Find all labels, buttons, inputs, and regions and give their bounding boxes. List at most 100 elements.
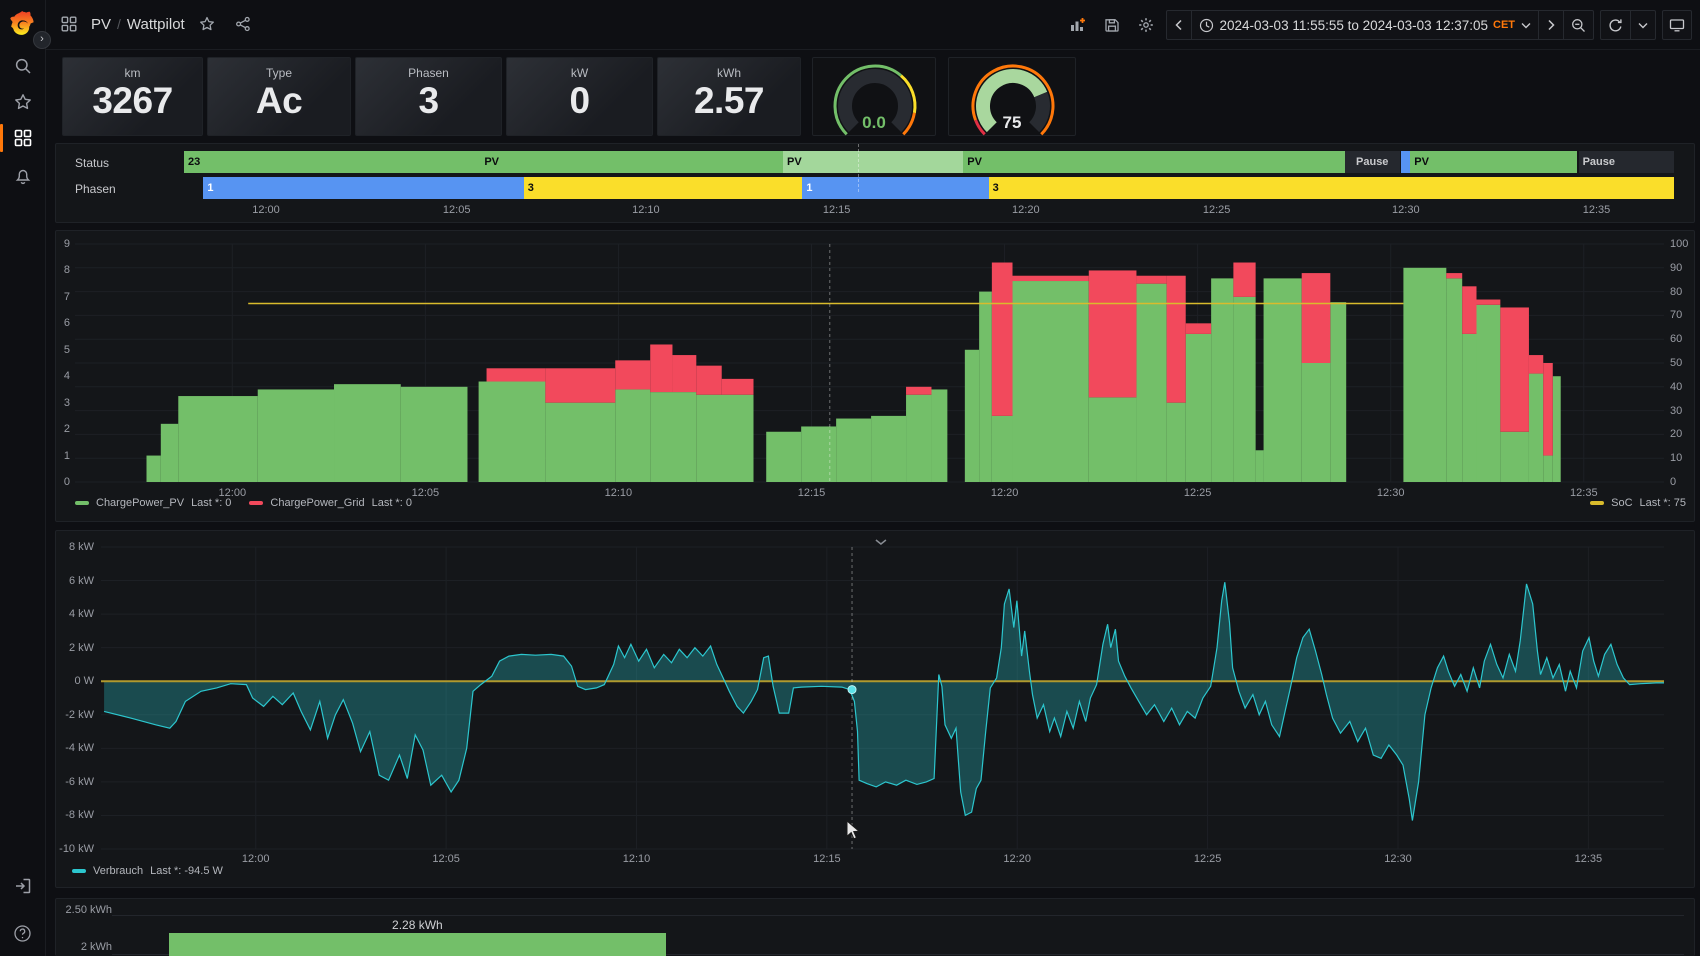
phasen-segment[interactable]: 3 — [524, 177, 803, 199]
gridline — [112, 915, 1684, 916]
y-axis-left-label: 5 — [56, 344, 70, 356]
status-segment[interactable]: PV — [783, 151, 963, 173]
status-segment[interactable]: 23 — [184, 151, 200, 173]
share-icon[interactable] — [229, 10, 257, 38]
time-tick-label: 12:25 — [1194, 853, 1222, 865]
time-tick-label: 12:05 — [443, 204, 471, 216]
stat-panel-kw: kW 0 — [506, 57, 653, 136]
y-axis-right-label: 90 — [1670, 262, 1692, 274]
y-axis-right-label: 40 — [1670, 381, 1692, 393]
time-tick-label: 12:30 — [1384, 853, 1412, 865]
timeline-bars[interactable]: 23PVPVPVPausePVPause131312:0012:0512:101… — [184, 144, 1674, 224]
y-axis-left-label: 1 — [56, 450, 70, 462]
energy-bar-chart-panel[interactable]: 2.50 kWh 2 kWh 2.28 kWh — [55, 898, 1695, 956]
grafana-logo[interactable] — [10, 11, 35, 42]
status-segment[interactable] — [1401, 151, 1410, 173]
time-tick-label: 12:00 — [219, 487, 247, 499]
time-tick-label: 12:10 — [605, 487, 633, 499]
time-tick-label: 12:05 — [412, 487, 440, 499]
y-axis-label: -6 kW — [56, 776, 94, 788]
phasen-segment[interactable]: 1 — [203, 177, 523, 199]
status-segment[interactable]: PV — [1410, 151, 1577, 173]
gauge-value: 0.0 — [813, 113, 935, 133]
stat-title: kWh — [658, 66, 800, 80]
chargepower-chart-panel[interactable]: ChargePower_PV Last *: 0 ChargePower_Gri… — [55, 230, 1695, 522]
y-axis-label: 4 kW — [56, 608, 94, 620]
sidebar-item-search[interactable] — [0, 48, 45, 84]
status-segment[interactable]: Pause — [1345, 151, 1400, 173]
segment-label: PV — [480, 156, 503, 168]
dashboard-settings-icon[interactable] — [1132, 11, 1160, 39]
y-axis-right-label: 0 — [1670, 476, 1692, 488]
y-axis-label: 6 kW — [56, 575, 94, 587]
time-tick-label: 12:10 — [632, 204, 660, 216]
star-icon[interactable] — [193, 10, 221, 38]
sidebar-expand-icon[interactable]: › — [33, 31, 51, 49]
time-tick-label: 12:05 — [432, 853, 460, 865]
status-segment[interactable]: Pause — [1579, 151, 1674, 173]
status-segment[interactable]: PV — [200, 151, 783, 173]
segment-label: 3 — [989, 182, 1003, 194]
gauge-value: 75 — [949, 113, 1075, 133]
phasen-segment[interactable]: 3 — [989, 177, 1674, 199]
time-range-forward-icon[interactable] — [1539, 11, 1564, 39]
sidebar — [0, 0, 46, 956]
stat-value: Ac — [208, 80, 350, 122]
time-tick-label: 12:00 — [242, 853, 270, 865]
time-tick-label: 12:25 — [1184, 487, 1212, 499]
segment-label: 1 — [802, 182, 816, 194]
time-tick-label: 12:15 — [798, 487, 826, 499]
time-range-back-icon[interactable] — [1167, 11, 1192, 39]
breadcrumb-page[interactable]: Wattpilot — [127, 16, 185, 33]
y-axis-right-label: 50 — [1670, 357, 1692, 369]
stat-panel-type: Type Ac — [207, 57, 351, 136]
active-indicator — [0, 124, 3, 152]
stat-value: 3 — [356, 80, 501, 122]
state-timeline-panel[interactable]: Status Phasen 23PVPVPVPausePVPause131312… — [55, 143, 1695, 223]
tv-mode-icon[interactable] — [1662, 10, 1692, 40]
save-dashboard-icon[interactable] — [1098, 11, 1126, 39]
time-range-text: 2024-03-03 11:55:55 to 2024-03-03 12:37:… — [1220, 18, 1488, 33]
breadcrumb-section[interactable]: PV — [91, 16, 111, 33]
sidebar-item-starred[interactable] — [0, 84, 45, 120]
phasen-segment[interactable]: 1 — [802, 177, 988, 199]
y-axis-right-label: 80 — [1670, 286, 1692, 298]
add-panel-icon[interactable] — [1064, 11, 1092, 39]
y-axis-right-label: 60 — [1670, 333, 1692, 345]
y-tick-label: 2 kWh — [64, 941, 112, 953]
y-axis-left-label: 2 — [56, 423, 70, 435]
top-nav: PV / Wattpilot — [0, 0, 1700, 50]
sidebar-item-sign-in[interactable] — [0, 868, 45, 904]
breadcrumb-separator: / — [115, 16, 123, 32]
y-axis-left-label: 6 — [56, 317, 70, 329]
sidebar-item-alerting[interactable] — [0, 158, 45, 194]
energy-bar[interactable] — [169, 933, 666, 956]
time-picker-group: 2024-03-03 11:55:55 to 2024-03-03 12:37:… — [1166, 10, 1594, 40]
time-picker-caret-icon — [1521, 22, 1531, 29]
apps-icon[interactable] — [55, 10, 83, 38]
y-axis-left-label: 7 — [56, 291, 70, 303]
segment-label: PV — [783, 156, 806, 168]
sidebar-item-help[interactable] — [0, 915, 45, 951]
zoom-out-icon[interactable] — [1564, 11, 1593, 39]
time-tick-label: 12:20 — [1012, 204, 1040, 216]
bar-value-label: 2.28 kWh — [392, 918, 443, 932]
y-axis-label: -8 kW — [56, 809, 94, 821]
gauge-panel-2: 75 — [948, 57, 1076, 136]
time-tick-label: 12:30 — [1377, 487, 1405, 499]
y-axis-right-label: 70 — [1670, 309, 1692, 321]
stat-title: Phasen — [356, 66, 501, 80]
sidebar-item-dashboards[interactable] — [0, 120, 45, 156]
verbrauch-chart — [56, 531, 1696, 889]
time-tick-label: 12:35 — [1575, 853, 1603, 865]
refresh-interval-caret-icon[interactable] — [1631, 11, 1655, 39]
y-axis-left-label: 8 — [56, 264, 70, 276]
refresh-icon[interactable] — [1601, 11, 1631, 39]
status-segment[interactable]: PV — [963, 151, 1344, 173]
time-tick-label: 12:20 — [1003, 853, 1031, 865]
verbrauch-chart-panel[interactable]: Verbrauch Last *: -94.5 W 8 kW6 kW4 kW2 … — [55, 530, 1695, 888]
stat-title: Type — [208, 66, 350, 80]
time-tick-label: 12:25 — [1203, 204, 1231, 216]
time-tick-label: 12:15 — [813, 853, 841, 865]
time-range-picker[interactable]: 2024-03-03 11:55:55 to 2024-03-03 12:37:… — [1192, 11, 1539, 39]
